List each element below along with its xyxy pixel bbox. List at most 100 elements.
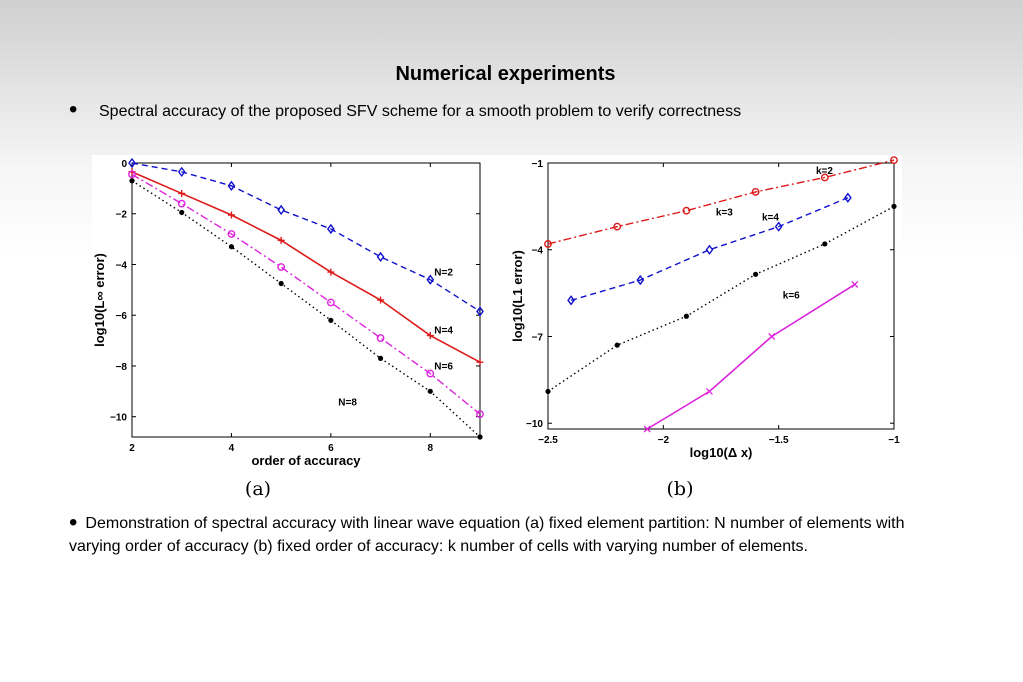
data-point — [820, 173, 829, 182]
data-point — [277, 204, 286, 216]
series-line — [547, 205, 895, 392]
bullet-text-2: Demonstration of spectral accuracy with … — [69, 515, 905, 555]
x-tick-label: −1 — [888, 435, 900, 446]
series-label: N=8 — [338, 397, 357, 408]
bullet-point-2: • Demonstration of spectral accuracy with… — [69, 511, 959, 558]
y-tick-label: −4 — [532, 246, 544, 257]
data-point — [326, 223, 335, 235]
data-point — [544, 240, 552, 248]
x-tick-label: 2 — [129, 443, 135, 454]
series-label: k=6 — [783, 290, 800, 301]
subcaption: (b) — [667, 478, 694, 500]
data-point — [477, 434, 483, 440]
y-tick-label: −10 — [110, 413, 127, 424]
data-point — [326, 298, 335, 307]
data-point — [228, 244, 235, 250]
data-point — [843, 192, 852, 203]
y-tick-label: −2 — [116, 210, 128, 221]
series-line — [646, 283, 856, 430]
data-point — [643, 425, 651, 433]
data-point — [706, 387, 713, 395]
data-point — [851, 280, 859, 288]
bullet-text-1: Spectral accuracy of the proposed SFV sc… — [99, 103, 742, 120]
data-point — [227, 180, 236, 191]
series-line — [547, 159, 895, 245]
data-point — [327, 268, 335, 276]
data-point — [426, 369, 435, 378]
y-axis-label: log10(L1 error) — [510, 250, 525, 342]
data-point — [377, 296, 385, 304]
y-axis-label: log10(L∞ error) — [92, 253, 107, 347]
x-tick-label: 6 — [328, 443, 334, 454]
x-tick-label: 8 — [428, 443, 434, 454]
data-point — [179, 209, 185, 216]
data-point — [751, 188, 760, 196]
data-point — [376, 334, 385, 342]
bullet-icon: • — [69, 509, 78, 536]
y-tick-label: −6 — [116, 311, 128, 322]
data-point — [177, 199, 186, 208]
data-point — [278, 280, 284, 287]
series-label: N=2 — [434, 268, 453, 279]
bullet-icon: • — [69, 96, 78, 123]
data-point — [178, 189, 186, 197]
y-tick-label: −7 — [532, 332, 544, 343]
data-point — [377, 355, 384, 361]
series-label: k=3 — [716, 208, 733, 219]
data-point — [545, 388, 551, 395]
series-label: k=4 — [762, 212, 779, 223]
data-point — [277, 263, 286, 271]
data-point — [129, 178, 135, 184]
data-point — [426, 332, 434, 340]
data-point — [177, 166, 186, 178]
data-point — [613, 222, 622, 231]
x-axis-label: order of accuracy — [251, 453, 361, 468]
data-point — [476, 358, 484, 366]
data-point — [567, 295, 575, 306]
y-tick-label: 0 — [121, 159, 127, 170]
chart-a: 2 4 6 8 0 −2 −4 −6 −8 −10 order of accuracy log10(L… — [92, 157, 484, 500]
data-point — [476, 410, 484, 419]
slide-title: Numerical experiments — [395, 63, 616, 85]
data-point — [891, 203, 897, 209]
data-point — [682, 206, 691, 215]
figure-svg: 2 4 6 8 0 −2 −4 −6 −8 −10 order of accuracy log10(L… — [92, 156, 900, 500]
x-tick-label: −2.5 — [538, 435, 558, 446]
series-label: N=4 — [434, 326, 453, 337]
series-line — [570, 197, 849, 302]
y-tick-label: −10 — [526, 419, 543, 430]
series-label: k=2 — [816, 166, 833, 177]
axes-box — [547, 162, 895, 430]
data-point — [774, 221, 783, 232]
data-point — [376, 251, 385, 263]
data-point — [683, 313, 690, 319]
y-tick-label: −4 — [116, 260, 128, 271]
data-point — [426, 274, 435, 285]
y-tick-label: −8 — [116, 362, 128, 373]
data-point — [227, 211, 235, 219]
data-point — [128, 170, 136, 179]
series-label: N=6 — [434, 362, 453, 373]
data-point — [614, 342, 620, 348]
x-tick-label: −1.5 — [769, 435, 789, 446]
series-line — [131, 162, 481, 313]
series-line — [131, 180, 481, 438]
data-point — [768, 333, 776, 340]
data-point — [476, 306, 484, 317]
data-point — [128, 157, 136, 169]
data-point — [427, 388, 433, 394]
data-point — [890, 156, 898, 165]
x-axis-label: log10(Δ x) — [690, 445, 753, 460]
data-point — [227, 230, 236, 238]
x-tick-label: −2 — [658, 435, 670, 446]
y-tick-label: −1 — [532, 159, 544, 170]
subcaption: (a) — [245, 478, 271, 500]
axes-box — [131, 162, 481, 438]
data-point — [328, 317, 334, 323]
series-line — [131, 173, 481, 415]
data-point — [753, 271, 759, 277]
data-point — [636, 274, 645, 286]
data-point — [277, 236, 285, 244]
data-point — [822, 241, 828, 247]
figure-panel: 2 4 6 8 0 −2 −4 −6 −8 −10 order of accuracy log10(L… — [92, 155, 902, 505]
